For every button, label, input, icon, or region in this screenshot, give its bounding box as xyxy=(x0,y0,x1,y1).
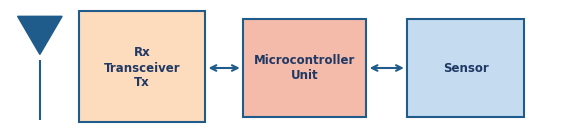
Text: Microcontroller
Unit: Microcontroller Unit xyxy=(254,54,355,82)
Bar xyxy=(243,19,366,117)
Polygon shape xyxy=(18,16,62,54)
Text: Sensor: Sensor xyxy=(443,61,489,75)
Bar xyxy=(407,19,524,117)
Text: Rx
Transceiver
Tx: Rx Transceiver Tx xyxy=(104,47,180,89)
Bar xyxy=(79,11,205,122)
